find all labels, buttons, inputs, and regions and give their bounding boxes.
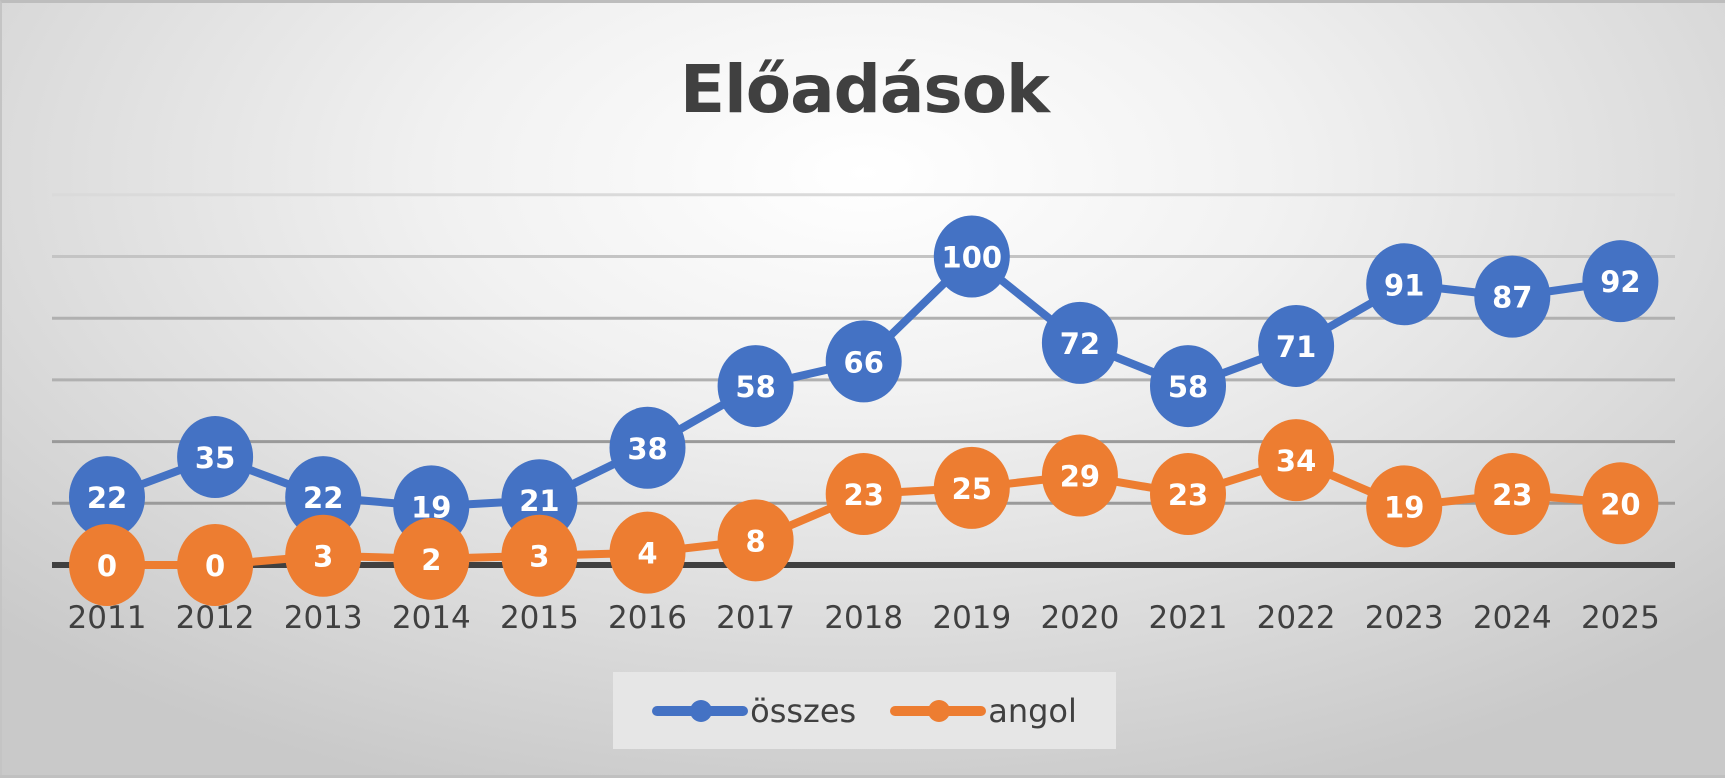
data-point-marker (717, 499, 794, 582)
data-point-marker (1258, 304, 1335, 387)
x-tick-label: 2021 (1149, 600, 1228, 636)
data-point-marker (1474, 255, 1551, 338)
chart-title: Előadások (680, 51, 1050, 128)
x-tick-label: 2020 (1040, 600, 1119, 636)
data-label: 0 (205, 549, 225, 583)
legend-label: összes (750, 691, 857, 730)
data-label: 72 (1060, 327, 1100, 361)
data-label: 66 (844, 345, 884, 379)
data-point-marker (1258, 419, 1335, 502)
legend-item-osszes: összes (652, 692, 856, 730)
data-label: 21 (519, 484, 559, 518)
data-point-marker (609, 406, 686, 489)
data-label: 23 (1492, 478, 1532, 512)
series-osszes: 22 35 22 19 21 38 58 66 100 72 58 71 91 87 92 (69, 215, 1659, 548)
x-tick-label: 2022 (1257, 600, 1336, 636)
data-label: 71 (1276, 330, 1316, 364)
data-point-marker (1150, 345, 1226, 428)
data-label: 23 (1168, 478, 1208, 512)
data-point-marker (177, 416, 254, 499)
x-tick-label: 2017 (716, 600, 795, 636)
data-point-marker (717, 345, 794, 428)
x-tick-label: 2014 (392, 600, 471, 636)
data-label: 22 (303, 481, 343, 515)
line-marker-icon (890, 699, 987, 722)
data-point-marker (501, 514, 578, 597)
data-point-marker (825, 453, 902, 536)
data-point-marker (285, 456, 362, 539)
data-label: 58 (735, 370, 775, 404)
x-tick-label: 2013 (284, 600, 363, 636)
data-label: 87 (1492, 281, 1532, 315)
data-label: 0 (97, 549, 117, 583)
data-point-marker (1041, 301, 1118, 384)
data-label: 38 (627, 432, 667, 466)
x-tick-label: 2025 (1581, 600, 1660, 636)
data-label: 19 (1384, 490, 1424, 524)
data-label: 29 (1060, 460, 1100, 494)
data-point-marker (1366, 465, 1443, 548)
data-label: 35 (195, 441, 235, 475)
data-point-marker (1041, 434, 1118, 517)
data-point-marker (933, 215, 1010, 298)
data-label: 100 (942, 241, 1003, 275)
legend-label: angol (988, 691, 1077, 730)
data-label: 2 (421, 543, 441, 577)
data-label: 22 (87, 481, 127, 515)
x-tick-label: 2015 (500, 600, 579, 636)
data-label: 3 (529, 540, 549, 574)
x-tick-label: 2023 (1365, 600, 1444, 636)
data-point-marker (1366, 243, 1443, 326)
data-label: 4 (637, 537, 657, 571)
legend: összes angol (613, 672, 1116, 749)
data-label: 58 (1168, 370, 1208, 404)
plot-area: 2011 2012 2013 2014 2015 2016 2017 2018 2019 2020… (52, 193, 1675, 636)
data-label: 3 (313, 540, 333, 574)
data-label: 91 (1384, 268, 1424, 302)
data-point-marker (1582, 462, 1659, 545)
data-label: 20 (1600, 487, 1640, 521)
x-tick-label: 2016 (608, 600, 687, 636)
data-point-marker (933, 446, 1010, 529)
data-point-marker (69, 524, 145, 606)
data-point-marker (69, 456, 145, 539)
x-tick-label: 2024 (1473, 600, 1552, 636)
data-label: 92 (1600, 265, 1640, 299)
data-point-marker (609, 511, 686, 594)
data-label: 34 (1276, 444, 1316, 478)
data-point-marker (177, 524, 254, 606)
data-point-marker (825, 320, 902, 403)
legend-item-angol: angol (890, 692, 1077, 730)
data-point-marker (1474, 453, 1551, 536)
data-point-marker (393, 517, 470, 600)
data-point-marker (1150, 453, 1226, 536)
data-label: 8 (746, 524, 766, 558)
data-label: 23 (844, 478, 884, 512)
line-marker-icon (652, 699, 749, 722)
x-tick-label: 2018 (824, 600, 903, 636)
data-point-marker (285, 514, 362, 597)
data-label: 25 (952, 472, 992, 506)
data-point-marker (1582, 240, 1659, 323)
x-tick-label: 2019 (932, 600, 1011, 636)
